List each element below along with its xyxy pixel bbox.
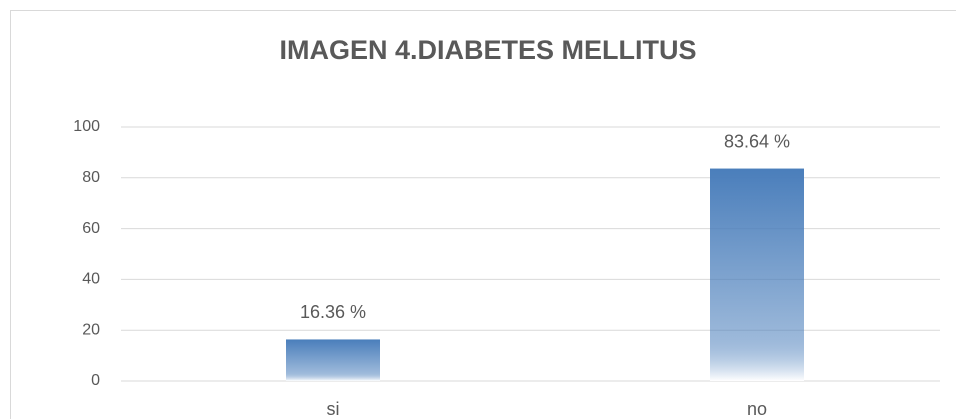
- y-tick-label: 100: [73, 118, 100, 135]
- y-tick-label: 40: [82, 271, 100, 288]
- y-tick-label: 80: [82, 169, 100, 186]
- chart-border: [10, 10, 956, 419]
- y-tick-label: 20: [82, 321, 100, 338]
- chart-title: IMAGEN 4.DIABETES MELLITUS: [279, 35, 696, 65]
- x-tick-label: si: [327, 399, 340, 419]
- data-label: 16.36 %: [300, 302, 366, 322]
- data-label: 83.64 %: [724, 131, 790, 151]
- x-tick-label: no: [747, 399, 767, 419]
- y-tick-label: 60: [82, 220, 100, 237]
- bar: [286, 339, 380, 381]
- bar: [710, 168, 804, 381]
- y-tick-label: 0: [91, 372, 100, 389]
